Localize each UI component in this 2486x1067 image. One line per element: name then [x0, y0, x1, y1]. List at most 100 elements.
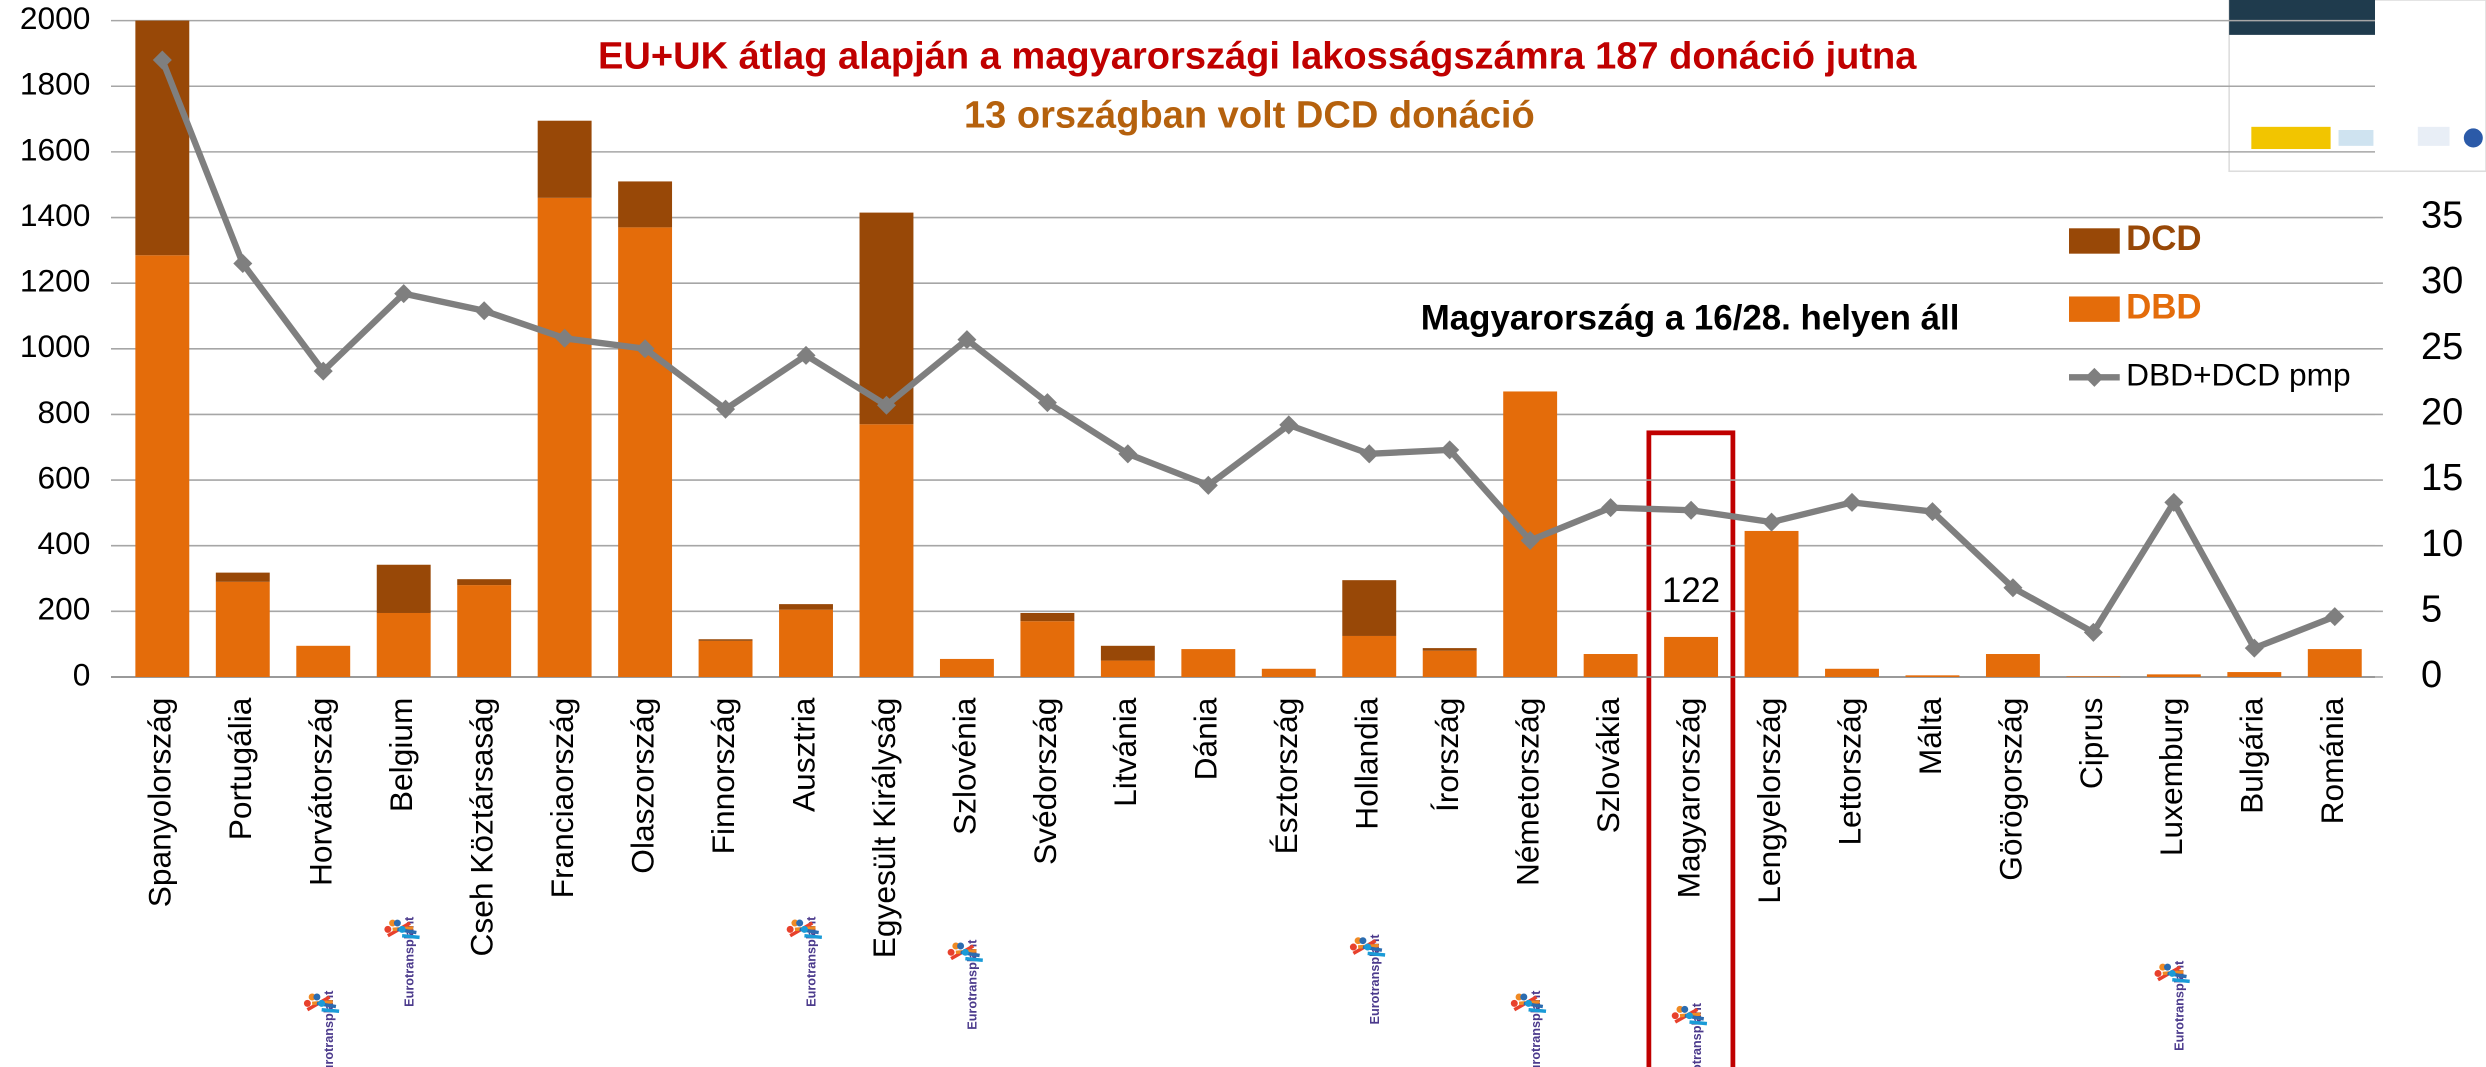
x-tick-label: Egyesült Királyság [866, 698, 902, 959]
bar-segment [1825, 668, 1879, 677]
legend-label: DCD [2126, 219, 2202, 258]
x-tick-label: Írország [1429, 698, 1465, 812]
logo-figure [2154, 969, 2162, 977]
logo-figure [318, 999, 326, 1007]
logo-figure [961, 948, 969, 956]
line-marker [1037, 393, 1057, 413]
logo-figure [1359, 937, 1367, 945]
logo-figure [401, 934, 420, 940]
bar-segment [376, 612, 431, 677]
line-marker [313, 361, 333, 381]
x-tick-label: Szlovákia [1590, 697, 1626, 833]
bar-segment [859, 424, 914, 677]
line-marker [1440, 440, 1460, 460]
y2-tick-label: 0 [2421, 654, 2442, 696]
legend-label: DBD [2126, 287, 2202, 326]
bar-segment [1583, 654, 1638, 677]
bar-segment [1422, 650, 1477, 677]
x-tick-label: Belgium [383, 698, 419, 812]
x-tick-label: Németország [1510, 698, 1546, 886]
y-tick-label: 1000 [20, 328, 91, 364]
bar-segment [1985, 654, 2040, 677]
line-marker [1359, 444, 1379, 464]
y2-tick-label: 35 [2421, 195, 2463, 237]
x-tick-label: Bulgária [2234, 697, 2270, 814]
x-tick-label: Málta [1912, 697, 1948, 775]
bar-segment [779, 604, 833, 610]
x-tick-label: Finnország [705, 698, 741, 855]
bar-segment [618, 181, 673, 228]
x-tick-label: Ausztria [785, 697, 821, 812]
line-marker [555, 328, 575, 348]
line-marker [2164, 492, 2184, 512]
bar-segment [779, 609, 833, 677]
bar-segment [135, 255, 190, 677]
x-tick-label: Románia [2314, 697, 2350, 824]
y-tick-label: 600 [38, 459, 91, 495]
bar-segment [2227, 672, 2282, 677]
logo-text: Eurotransplant [2173, 960, 2187, 1051]
bar-segment [1664, 636, 1719, 677]
y-tick-label: 200 [38, 591, 91, 627]
logo-figure [321, 1007, 340, 1014]
logo-figure [947, 948, 955, 956]
logo-figure [957, 942, 965, 950]
logo-figure [1367, 951, 1386, 957]
bar-segment [2066, 676, 2121, 677]
line-marker [2325, 607, 2345, 627]
logo-figure [2172, 978, 2190, 984]
y2-tick-label: 20 [2421, 391, 2463, 433]
x-tick-label: Dánia [1188, 697, 1224, 780]
legend-swatch [2084, 367, 2104, 387]
y-tick-label: 1600 [20, 131, 91, 167]
x-tick-label: Hollandia [1349, 697, 1385, 829]
line-marker [1279, 415, 1299, 435]
eurotransplant-logo: Eurotransplant [1671, 1002, 1708, 1067]
logo-text: Eurotransplant [805, 916, 819, 1007]
logo-figure [1364, 943, 1372, 951]
line-marker [1118, 444, 1138, 464]
logo-figure [786, 925, 794, 933]
line-marker [1842, 492, 1862, 512]
x-tick-label: Svédország [1027, 698, 1063, 865]
x-tick-label: Horvátország [303, 698, 339, 886]
bar-segment [1744, 530, 1799, 677]
eurotransplant-logo: Eurotransplant [1349, 934, 1386, 1024]
legend-swatch [2069, 296, 2120, 322]
bar-segment [537, 197, 592, 677]
bar-segment [2307, 649, 2362, 677]
logo-figure [1520, 993, 1528, 1001]
bar-segment [618, 227, 673, 677]
line-marker [876, 395, 896, 415]
eurotransplant-logo: Eurotransplant [303, 990, 340, 1067]
y2-tick-label: 10 [2421, 523, 2463, 565]
line-marker [233, 253, 253, 273]
y-tick-label: 1800 [20, 66, 91, 102]
line-marker [394, 284, 414, 304]
y-tick-label: 1200 [20, 263, 91, 299]
y-tick-label: 400 [38, 525, 91, 561]
line-marker [957, 330, 977, 350]
logo-figure [796, 919, 804, 927]
line-marker [474, 301, 494, 321]
bar-segment [1020, 621, 1075, 677]
y2-tick-label: 25 [2421, 326, 2463, 368]
logo-figure [965, 956, 983, 962]
legend-swatch [2069, 228, 2120, 254]
bar-segment [1181, 649, 1236, 677]
logo-figure [2164, 963, 2171, 971]
x-tick-label: Szlovénia [946, 697, 982, 835]
logo-figure [1349, 943, 1357, 951]
eurotransplant-logo: Eurotransplant [947, 939, 983, 1030]
logo-figure [398, 925, 406, 933]
bar-segment [1100, 660, 1155, 677]
logo-figure [1689, 1020, 1708, 1026]
bar-segment [1100, 645, 1155, 661]
line-marker [1922, 502, 1942, 522]
bar-segment [1342, 635, 1397, 677]
bar-segment [939, 658, 994, 677]
y-tick-label: 2000 [20, 0, 91, 36]
highlight-box [1646, 430, 1736, 1067]
x-tick-label: Magyarország [1670, 698, 1706, 899]
